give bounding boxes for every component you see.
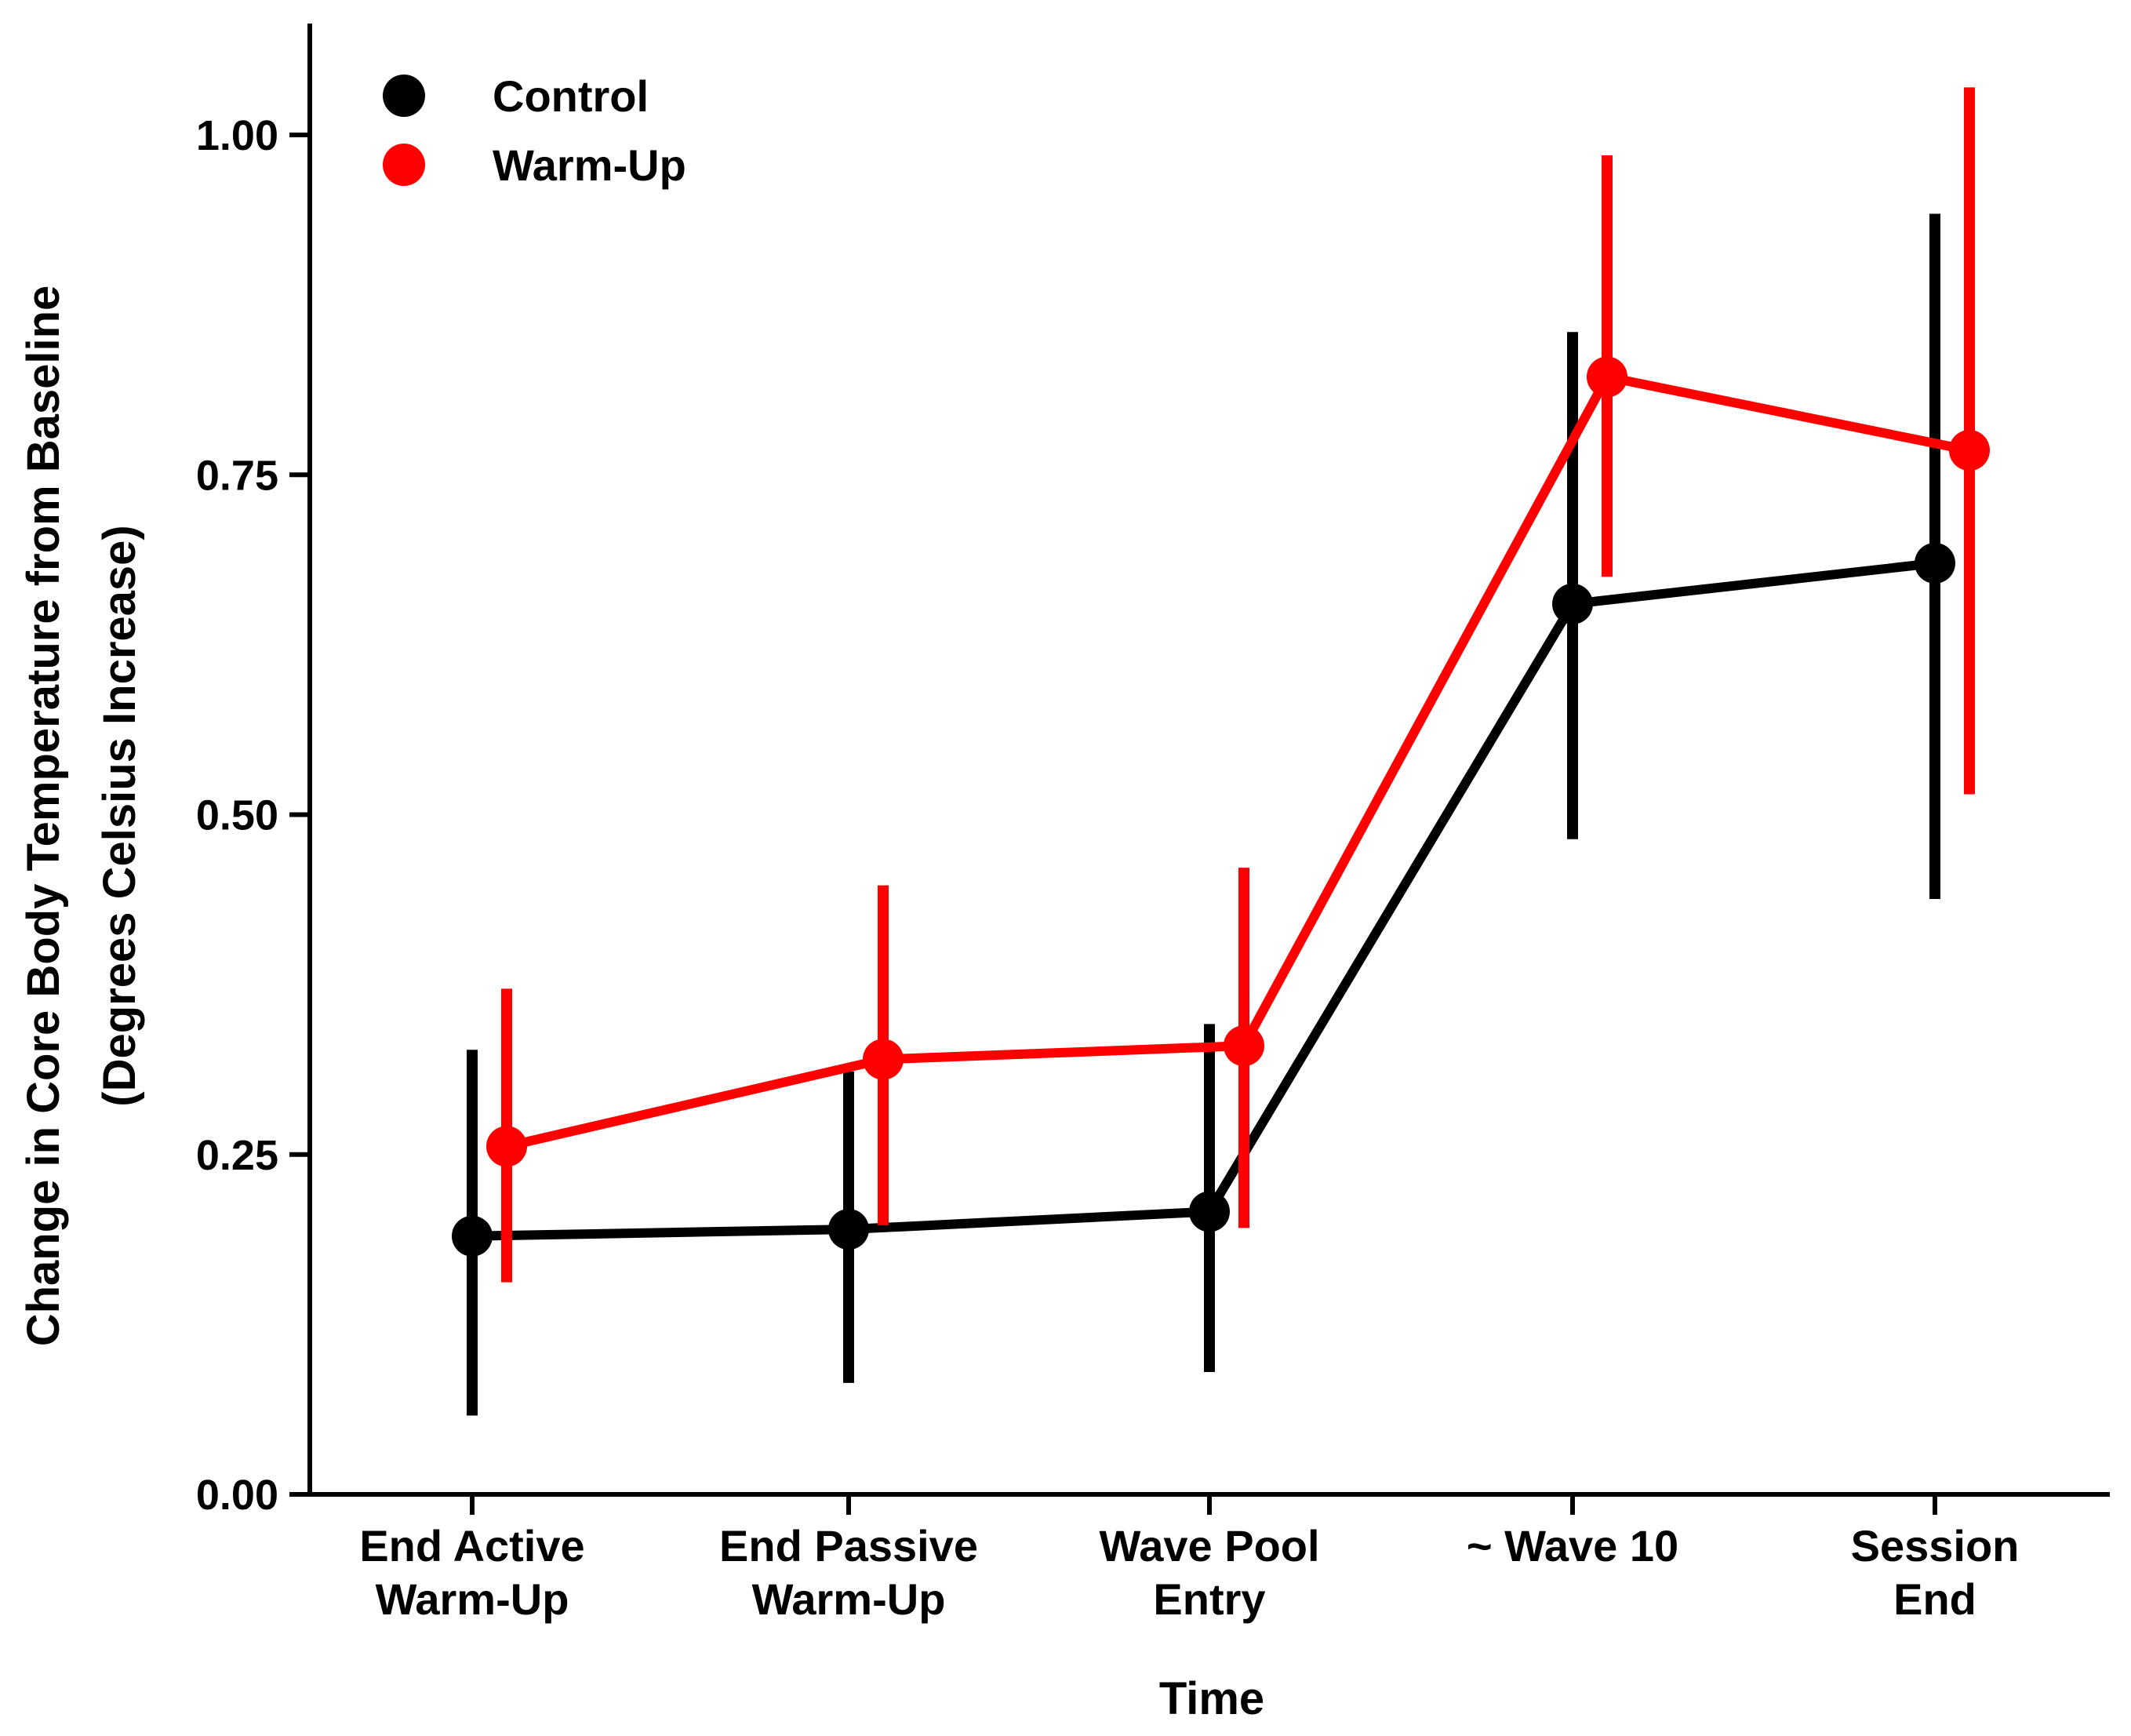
x-tick-label-line: End Passive — [719, 1521, 978, 1570]
legend-label: Control — [493, 71, 649, 121]
data-point — [863, 1039, 904, 1080]
y-axis-title: Change in Core Body Temperature from Bas… — [18, 286, 145, 1347]
data-point — [1949, 430, 1990, 471]
x-tick-label-line: Wave Pool — [1099, 1521, 1319, 1570]
legend: Control Warm-Up — [383, 71, 686, 190]
series-warm-up — [486, 87, 1990, 1283]
data-point — [1915, 542, 1955, 584]
x-tick-label: Session End — [1851, 1521, 2020, 1624]
y-axis-title-line: Change in Core Body Temperature from Bas… — [18, 286, 69, 1347]
data-point — [486, 1126, 527, 1167]
y-axis-title-line: (Degrees Celsius Increase) — [94, 525, 145, 1106]
legend-label: Warm-Up — [493, 140, 686, 190]
x-tick-label: End Active Warm-Up — [359, 1521, 584, 1624]
legend-marker — [383, 144, 425, 186]
x-tick-label-line: Warm-Up — [752, 1574, 946, 1624]
x-tick-label-line: Session — [1851, 1521, 2020, 1570]
y-tick-label: 0.25 — [196, 1132, 278, 1179]
data-point — [1189, 1191, 1230, 1232]
y-tick-label: 1.00 — [196, 112, 278, 159]
data-point — [828, 1209, 869, 1250]
x-tick-label-line: End Active — [359, 1521, 584, 1570]
y-tick-label: 0.50 — [196, 792, 278, 839]
x-tick-label: End Passive Warm-Up — [719, 1521, 978, 1624]
x-tick-label-line: Entry — [1153, 1574, 1265, 1624]
data-point — [1224, 1025, 1264, 1067]
data-point — [452, 1215, 493, 1257]
x-tick-label: Wave Pool Entry — [1099, 1521, 1319, 1624]
series-line — [471, 558, 1936, 1241]
series-control — [452, 213, 1955, 1416]
legend-marker — [383, 75, 425, 117]
y-tick-label: 0.75 — [196, 452, 278, 499]
data-point — [1587, 356, 1627, 398]
data-point — [1552, 583, 1593, 624]
y-tick-label: 0.00 — [196, 1472, 278, 1519]
plot-area — [452, 87, 1990, 1416]
x-tick-label-line: ~ Wave 10 — [1467, 1521, 1678, 1570]
y-axis: 0.00 0.25 0.50 0.75 1.00 — [196, 24, 312, 1519]
x-tick-label-line: End — [1893, 1574, 1976, 1624]
x-axis-title: Time — [1159, 1673, 1264, 1724]
x-tick-label-line: Warm-Up — [376, 1574, 569, 1624]
x-tick-label: ~ Wave 10 — [1467, 1521, 1678, 1570]
